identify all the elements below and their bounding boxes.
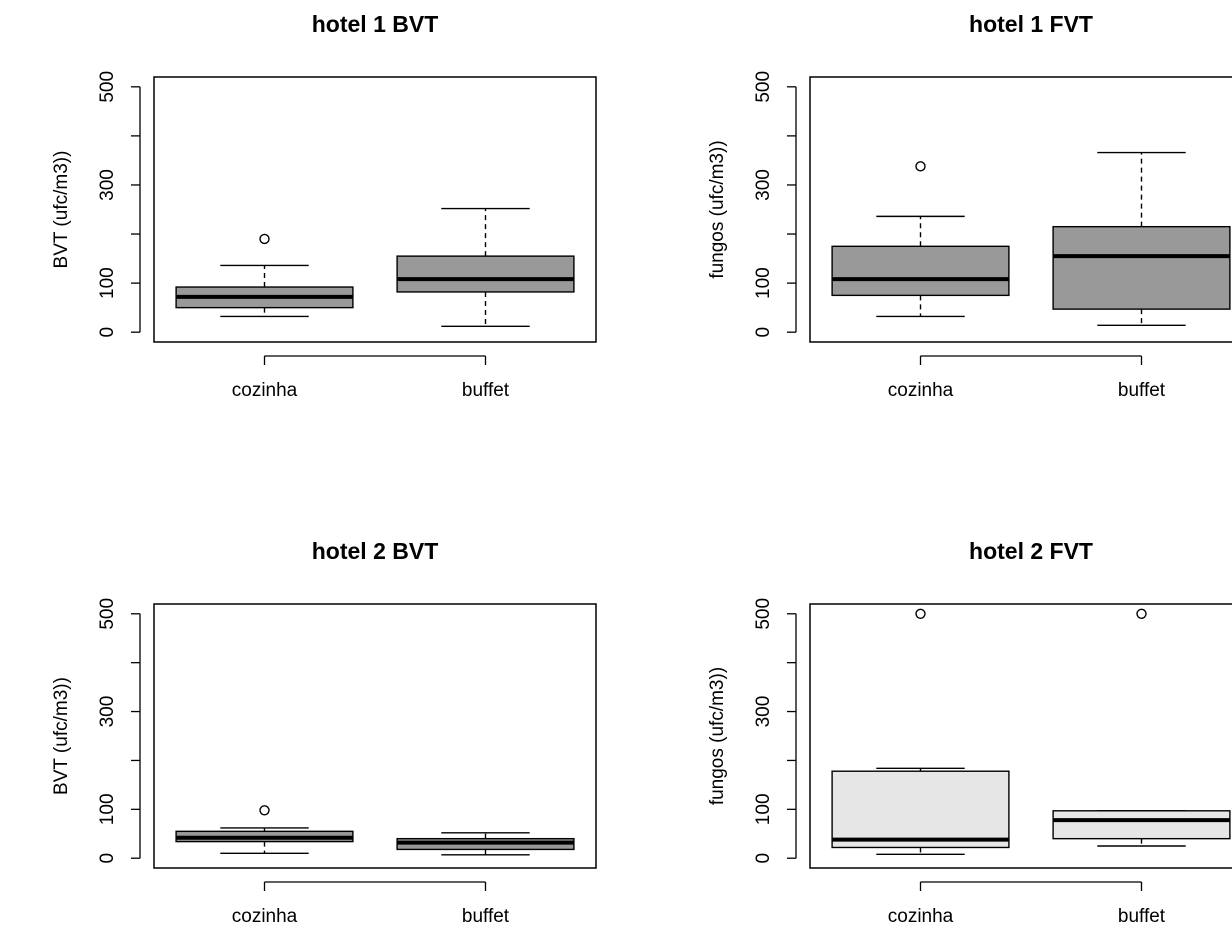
- y-axis-label: BVT (ufc/m3)): [51, 677, 72, 795]
- y-tick-label: 300: [97, 696, 118, 728]
- plot-frame: [153, 603, 597, 869]
- y-tick-label: 100: [753, 793, 774, 825]
- y-tick-label: 100: [97, 793, 118, 825]
- outlier-point: [1136, 608, 1147, 619]
- y-tick-label: 500: [753, 598, 774, 630]
- y-tick-label: 0: [753, 327, 774, 338]
- box-buffet: [1052, 151, 1231, 327]
- box-buffet: [1052, 608, 1231, 847]
- outlier-point: [259, 233, 270, 245]
- x-tick-label: cozinha: [888, 380, 954, 401]
- y-axis-label: fungos (ufc/m3)): [707, 140, 728, 278]
- y-tick-label: 500: [97, 598, 118, 630]
- box-buffet: [396, 832, 575, 856]
- panel-3: hotel 2 BVT 0 100 300 500 BVT (ufc/m3)) cozinh…: [51, 538, 597, 927]
- plot-frame: [809, 603, 1232, 869]
- panel-2: hotel 1 FVT 0 100 300 500 fungos (ufc/m3)) coz…: [707, 11, 1232, 401]
- x-tick-label: buffet: [462, 380, 510, 401]
- box-iqr: [1052, 225, 1231, 310]
- y-tick-label: 500: [753, 71, 774, 103]
- x-tick-label: buffet: [462, 906, 510, 927]
- y-tick-label: 0: [97, 853, 118, 864]
- box-buffet: [396, 207, 575, 327]
- y-tick-label: 0: [97, 327, 118, 338]
- x-tick-label: buffet: [1118, 906, 1166, 927]
- x-tick-label: cozinha: [232, 906, 298, 927]
- plot-frame: [809, 76, 1232, 343]
- panel-title: hotel 1 BVT: [312, 11, 439, 37]
- box-iqr: [831, 770, 1010, 849]
- y-axis-label: BVT (ufc/m3)): [51, 151, 72, 269]
- y-tick-label: 500: [97, 71, 118, 103]
- panel-title: hotel 1 FVT: [969, 11, 1093, 37]
- y-axis-label: fungos (ufc/m3)): [707, 667, 728, 805]
- outlier-point: [915, 161, 926, 172]
- panel-1: hotel 1 BVT 0 100 300 500 BVT (ufc/m3)) cozinh…: [51, 11, 597, 401]
- box-cozinha: [175, 233, 354, 318]
- box-iqr: [831, 245, 1010, 297]
- y-tick-label: 100: [97, 267, 118, 299]
- y-tick-label: 300: [753, 696, 774, 728]
- outlier-point: [259, 805, 270, 816]
- x-tick-label: buffet: [1118, 380, 1166, 401]
- plot-frame: [153, 76, 597, 343]
- y-tick-label: 0: [753, 853, 774, 864]
- panel-4: hotel 2 FVT 0 100 300 500 fungos (ufc/m3)) coz…: [707, 538, 1232, 927]
- box-iqr: [396, 255, 575, 293]
- box-cozinha: [175, 805, 354, 855]
- box-iqr: [1052, 810, 1231, 840]
- x-tick-label: cozinha: [888, 906, 954, 927]
- panel-title: hotel 2 BVT: [312, 538, 439, 564]
- panel-title: hotel 2 FVT: [969, 538, 1093, 564]
- y-tick-label: 100: [753, 267, 774, 299]
- y-tick-label: 300: [97, 169, 118, 201]
- x-tick-label: cozinha: [232, 380, 298, 401]
- outlier-point: [915, 608, 926, 619]
- box-cozinha: [831, 608, 1010, 856]
- box-cozinha: [831, 161, 1010, 318]
- y-tick-label: 300: [753, 169, 774, 201]
